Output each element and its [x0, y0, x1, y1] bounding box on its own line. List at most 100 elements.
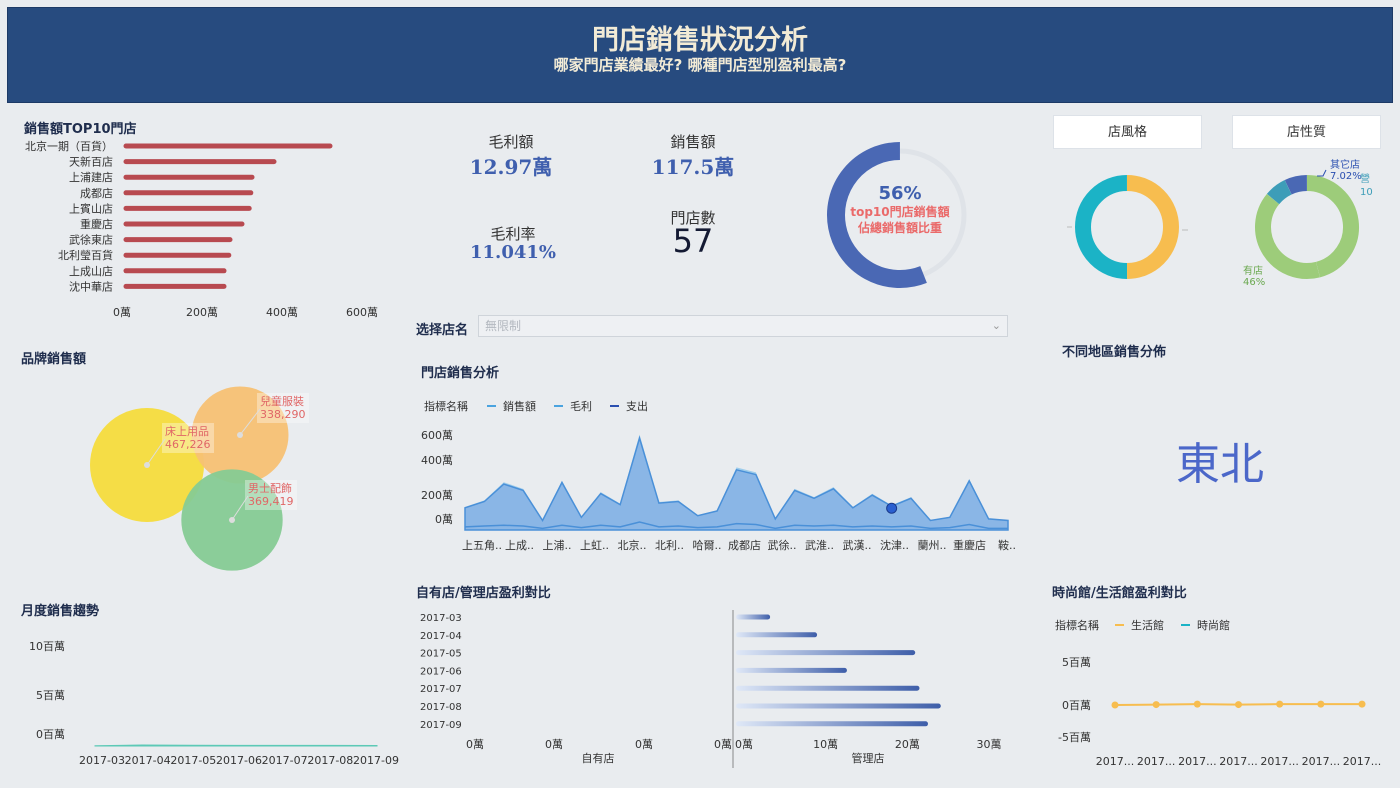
fashion-life-point — [1193, 700, 1201, 708]
fashion-ytick: 0百萬 — [1062, 699, 1091, 712]
style-donut-slice — [1074, 175, 1128, 279]
own-xtick: 0萬 — [466, 738, 484, 751]
top10-store-label: 北京一期（百貨） — [25, 139, 113, 153]
managed-bar — [736, 632, 818, 638]
own-category-label: 2017-03 — [420, 613, 462, 624]
brand-value-label: 467,226 — [165, 438, 211, 451]
top10-store-label: 重慶店 — [80, 217, 113, 231]
brand-name-label: 床上用品 — [165, 424, 209, 438]
fashion-xtick: 2017... — [1302, 755, 1340, 768]
trend-xtick: 上五角.. — [462, 539, 502, 552]
brand-center-dot — [229, 517, 235, 523]
trend-legend-label: 毛利 — [570, 400, 592, 413]
top10-store-label: 武徐東店 — [69, 233, 113, 247]
nature-label-other: 其它店 — [1330, 158, 1360, 171]
brand-name-label: 兒童服裝 — [260, 394, 304, 408]
brand-title: 品牌銷售額 — [21, 352, 87, 367]
fashion-xtick: 2017... — [1219, 755, 1257, 768]
fashion-life-point — [1276, 700, 1284, 708]
brand-center-dot — [144, 462, 150, 468]
margin-value: 11.041% — [470, 242, 556, 263]
brand-center-dot — [237, 432, 243, 438]
brand-leader-line — [239, 408, 261, 436]
nature-label-managed-percent: 10 — [1360, 187, 1373, 198]
top10-store-label: 天新百店 — [69, 155, 113, 169]
donut-percent-label: 56% — [878, 183, 921, 204]
trend-xtick: 沈津.. — [880, 538, 909, 552]
fashion-ytick: -5百萬 — [1058, 731, 1091, 744]
fashion-xtick: 2017... — [1343, 755, 1381, 768]
top10-store-label: 上賓山店 — [69, 201, 113, 215]
own-axis-label: 自有店 — [582, 751, 615, 765]
select-store-label: 选择店名 — [416, 323, 469, 338]
nature-label-other-percent: 7.02% — [1330, 171, 1362, 182]
donut-value-arc — [827, 142, 927, 288]
own-category-label: 2017-06 — [420, 666, 462, 677]
own-managed-chart: 2017-03 2017-04 2017-05 2017-06 2017-07 2017-… — [420, 610, 1002, 768]
brand-label-box — [245, 480, 297, 510]
monthly-xtick: 2017-06 — [216, 754, 262, 767]
top10-title: 銷售額TOP10門店 — [24, 122, 137, 137]
fashion-life-point — [1152, 701, 1160, 709]
fashion-xtick: 2017... — [1096, 755, 1134, 768]
trend-legend-label: 銷售額 — [503, 399, 536, 413]
managed-xtick: 10萬 — [813, 738, 838, 751]
trend-xtick: 上成.. — [505, 539, 534, 552]
monthly-ytick: 5百萬 — [36, 689, 65, 702]
chevron-down-icon: ⌄ — [991, 319, 1001, 332]
store-style-button[interactable]: 店風格 — [1053, 115, 1202, 149]
store-count-label: 門店數 — [670, 209, 716, 227]
nature-leader-line — [1317, 169, 1327, 177]
trend-legend-title: 指標名稱 — [424, 399, 468, 413]
sales-label: 銷售額 — [670, 133, 716, 151]
fashion-legend-title: 指標名稱 — [1055, 618, 1099, 632]
monthly-title: 月度銷售趨勢 — [21, 604, 100, 619]
trend-xtick: 蘭州.. — [918, 539, 947, 552]
trend-xtick: 北利.. — [655, 539, 684, 552]
region-value: 東北 — [1176, 439, 1264, 490]
managed-xtick: 30萬 — [977, 738, 1002, 751]
own-category-label: 2017-04 — [420, 631, 462, 642]
managed-xtick: 0萬 — [735, 738, 753, 751]
brand-value-label: 338,290 — [260, 408, 306, 421]
own-category-label: 2017-09 — [420, 720, 462, 731]
top10-chart: 北京一期（百貨） 天新百店上浦建店成都店上賓山店重慶店武徐東店北利瑩百貨上成山店沈… — [25, 139, 378, 319]
monthly-area — [94, 744, 378, 747]
donut-caption: 佔總銷售額比重 — [857, 220, 942, 235]
store-nature-button[interactable]: 店性質 — [1232, 115, 1381, 149]
trend-ytick: 0萬 — [435, 513, 453, 526]
monthly-xtick: 2017-03 — [79, 754, 125, 767]
nature-donut-slice — [1255, 193, 1320, 279]
style-donut-slice — [1126, 175, 1180, 279]
trend-ytick: 600萬 — [421, 429, 453, 442]
monthly-xtick: 2017-07 — [262, 754, 308, 767]
fashion-xtick: 2017... — [1178, 755, 1216, 768]
top10-store-label: 上成山店 — [69, 264, 113, 278]
trend-xtick: 鞍.. — [998, 538, 1016, 552]
brand-value-label: 369,419 — [248, 495, 294, 508]
top10-xtick: 200萬 — [186, 306, 218, 319]
trend-xtick: 上浦.. — [543, 539, 572, 552]
fashion-legend-label: 生活館 — [1131, 618, 1164, 632]
donut-caption: top10門店銷售額 — [850, 204, 949, 219]
monthly-xtick: 2017-05 — [170, 754, 216, 767]
own-xtick: 0萬 — [545, 738, 563, 751]
fashion-life-point — [1317, 700, 1325, 708]
gross-profit-value: 12.97萬 — [469, 155, 553, 179]
brand-leader-line — [231, 495, 249, 521]
trend-xtick: 哈爾.. — [693, 539, 722, 552]
trend-ytick: 400萬 — [421, 454, 453, 467]
top10-store-label: 北利瑩百貨 — [58, 248, 113, 262]
store-select[interactable]: 無限制 ⌄ — [478, 315, 1008, 337]
store-count-value: 57 — [672, 222, 714, 260]
managed-xtick: 20萬 — [895, 738, 920, 751]
managed-bar — [736, 650, 916, 656]
monthly-xtick: 2017-08 — [307, 754, 353, 767]
monthly-ytick: 0百萬 — [36, 728, 65, 741]
region-title: 不同地區銷售分佈 — [1062, 345, 1167, 360]
